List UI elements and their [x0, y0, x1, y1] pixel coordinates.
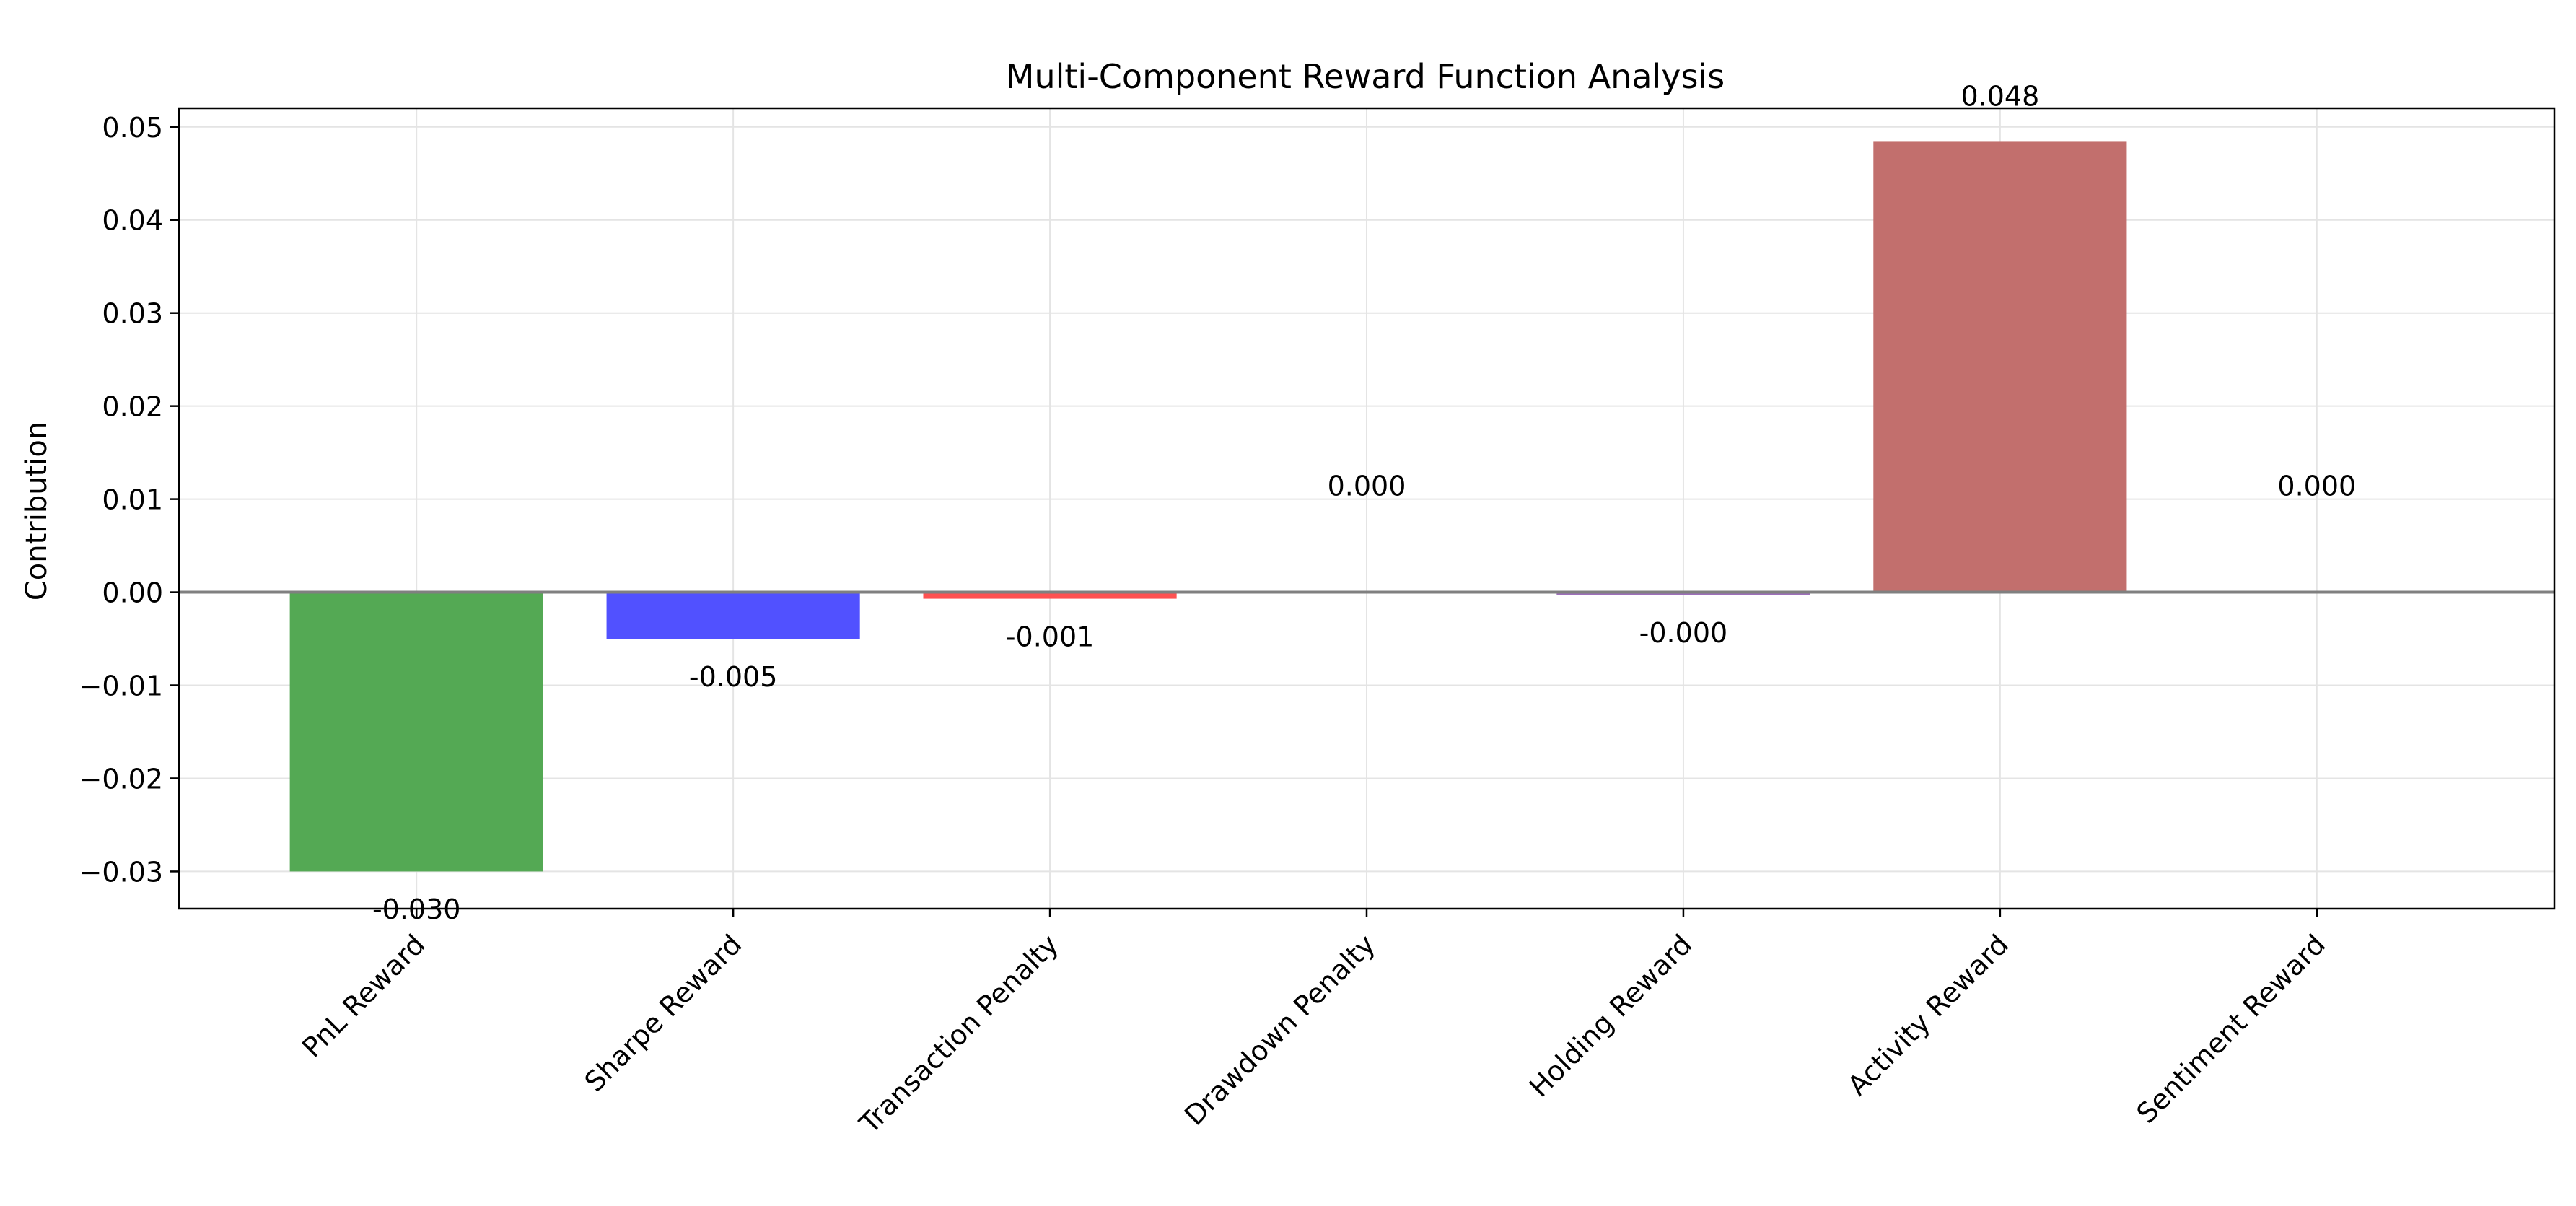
bar-value-label: 0.048: [1961, 81, 2039, 113]
y-tick-label: 0.00: [102, 577, 163, 609]
bar-value-label: -0.030: [372, 893, 461, 925]
bar[interactable]: [1873, 141, 2127, 593]
bar-value-label: 0.000: [1328, 471, 1406, 502]
bar-value-label: 0.000: [2277, 471, 2356, 502]
bar-value-label: -0.001: [1006, 621, 1095, 652]
bar[interactable]: [606, 592, 860, 639]
bar-value-label: -0.000: [1639, 617, 1728, 649]
y-tick-label: −0.02: [79, 763, 163, 795]
bar-value-label: -0.005: [689, 661, 778, 693]
y-tick-label: 0.05: [102, 112, 163, 144]
bar[interactable]: [923, 592, 1177, 599]
bar[interactable]: [289, 592, 543, 872]
y-tick-label: −0.01: [79, 670, 163, 702]
y-tick-label: 0.04: [102, 205, 163, 237]
y-tick-label: 0.01: [102, 484, 163, 516]
y-axis-label: Contribution: [20, 421, 53, 600]
bar-layer: [289, 141, 2444, 872]
y-tick-label: −0.03: [79, 856, 163, 888]
chart-title: Multi-Component Reward Function Analysis: [1006, 57, 1725, 96]
y-tick-label: 0.03: [102, 298, 163, 330]
y-tick-label: 0.02: [102, 391, 163, 423]
label-layer: -0.030 -0.005 -0.001 0.000 -0.000 0.048 0.000: [372, 81, 2356, 926]
